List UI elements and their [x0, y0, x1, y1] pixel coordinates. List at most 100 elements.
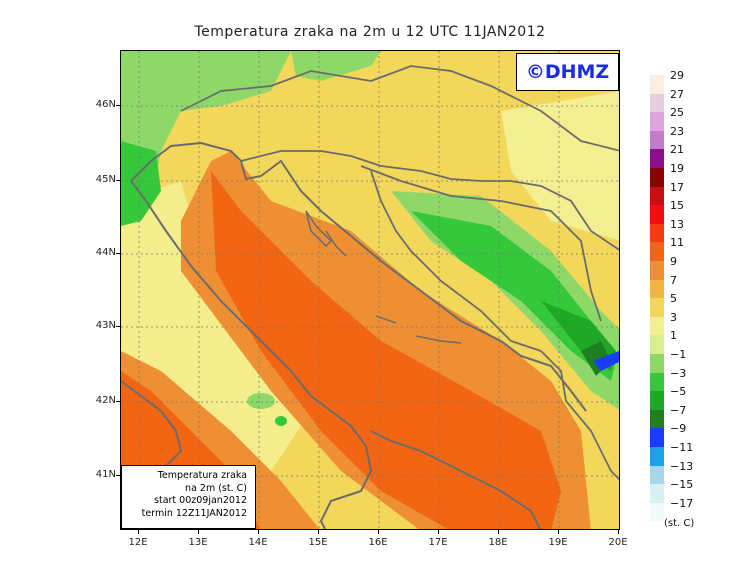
legend-swatch	[650, 484, 664, 503]
lat-tick	[116, 180, 120, 181]
legend-label: 21	[670, 143, 684, 157]
info-line-unit: na 2m (st. C)	[185, 482, 247, 494]
legend-label: 23	[670, 124, 684, 138]
graticule	[121, 51, 619, 529]
lon-tick	[258, 530, 259, 534]
temp-zone-11-adriatic	[211, 171, 561, 529]
legend-label: −11	[670, 441, 694, 454]
legend-label: −5	[670, 385, 687, 399]
island-pag	[325, 230, 347, 257]
coastline-east	[130, 141, 587, 412]
legend-swatch	[650, 409, 664, 429]
lat-tick	[116, 253, 120, 254]
temp-zone-minus1-n	[291, 51, 381, 81]
legend-label: −9	[670, 422, 687, 436]
lat-tick	[116, 326, 120, 327]
lon-label-14e: 14E	[248, 537, 268, 548]
legend-swatch	[650, 112, 664, 131]
lon-label-19e: 19E	[548, 537, 568, 548]
legend-swatch	[650, 354, 664, 373]
temperature-map	[120, 50, 620, 530]
legend-swatch	[650, 242, 664, 261]
lon-tick	[318, 530, 319, 534]
lat-tick	[116, 475, 120, 476]
legend-label: 15	[670, 199, 684, 213]
legend-unit: (st. C)	[664, 518, 695, 529]
lon-tick	[198, 530, 199, 534]
legend-swatch	[650, 261, 664, 280]
lon-tick	[138, 530, 139, 534]
info-line-title: Temperatura zraka	[157, 470, 247, 481]
island-hvar	[415, 335, 462, 344]
border-north	[180, 65, 619, 152]
legend-label: 13	[670, 217, 684, 231]
lat-label-42n: 42N	[95, 395, 116, 406]
lon-label-16e: 16E	[368, 537, 388, 548]
lon-tick	[378, 530, 379, 534]
legend-swatch	[650, 279, 664, 299]
legend-swatch	[650, 428, 664, 447]
lat-tick	[116, 401, 120, 402]
temp-zone-3-east	[501, 91, 619, 241]
lat-label-44n: 44N	[95, 247, 116, 258]
map-title: Temperatura zraka na 2m u 12 UTC 11JAN20…	[194, 24, 546, 40]
legend-swatch	[650, 502, 664, 522]
dhmz-badge: ©DHMZ	[516, 53, 619, 91]
info-box: Temperatura zraka na 2m (st. C) start 00…	[121, 465, 256, 529]
lat-label-46n: 46N	[95, 99, 116, 110]
border-bih-west	[370, 170, 542, 352]
lat-label-41n: 41N	[95, 469, 116, 480]
legend-label: 25	[670, 106, 684, 120]
legend-label: 19	[670, 162, 684, 175]
legend-label: 11	[670, 236, 684, 250]
legend-label: 5	[670, 292, 677, 306]
info-line-term: termin 12Z11JAN2012	[141, 507, 247, 519]
temp-spot-gargano-2	[275, 416, 287, 426]
legend-swatch	[650, 186, 664, 206]
lon-label-20e: 20E	[608, 537, 628, 548]
legend-swatch	[650, 372, 664, 392]
lon-tick	[618, 530, 619, 534]
lon-tick	[438, 530, 439, 534]
legend-label: −7	[670, 403, 687, 417]
lat-tick	[116, 105, 120, 106]
legend-label: −15	[670, 478, 694, 492]
legend-label: 29	[670, 69, 684, 82]
legend-swatch	[650, 223, 664, 243]
lon-label-12e: 12E	[128, 537, 148, 548]
lon-tick	[498, 530, 499, 534]
legend-label: 3	[670, 310, 677, 324]
lat-label-45n: 45N	[95, 174, 116, 185]
legend-swatch	[650, 168, 664, 187]
border-bih-north	[360, 165, 602, 322]
lon-tick	[558, 530, 559, 534]
legend-swatch	[650, 149, 664, 168]
legend-label: 1	[670, 329, 677, 343]
legend-swatch	[650, 335, 664, 354]
map-canvas	[121, 51, 619, 529]
legend-label: 7	[670, 273, 677, 287]
legend-label: 17	[670, 180, 684, 194]
coastline-gulf	[370, 430, 542, 529]
legend-swatch	[650, 391, 664, 410]
legend-swatch	[650, 316, 664, 336]
legend-label: −3	[670, 366, 687, 380]
legend-label: 27	[670, 87, 684, 101]
temp-spot-gargano	[247, 393, 275, 409]
lon-label-18e: 18E	[488, 537, 508, 548]
legend-swatch	[650, 130, 664, 150]
lon-label-13e: 13E	[188, 537, 208, 548]
legend-swatch	[650, 447, 664, 466]
temp-zone-minus3-bih	[411, 211, 616, 381]
legend-swatch	[650, 465, 664, 485]
legend-label: −17	[670, 496, 694, 510]
temp-zone-minus9	[593, 351, 619, 371]
legend-swatch	[650, 298, 664, 317]
island-krk	[305, 210, 333, 248]
legend-label: −13	[670, 459, 694, 473]
legend-swatch	[650, 205, 664, 224]
temp-zone-minus1-nw	[121, 51, 291, 221]
legend-label: −1	[670, 348, 687, 361]
legend-label: 9	[670, 255, 677, 268]
legend-swatch	[650, 93, 664, 113]
